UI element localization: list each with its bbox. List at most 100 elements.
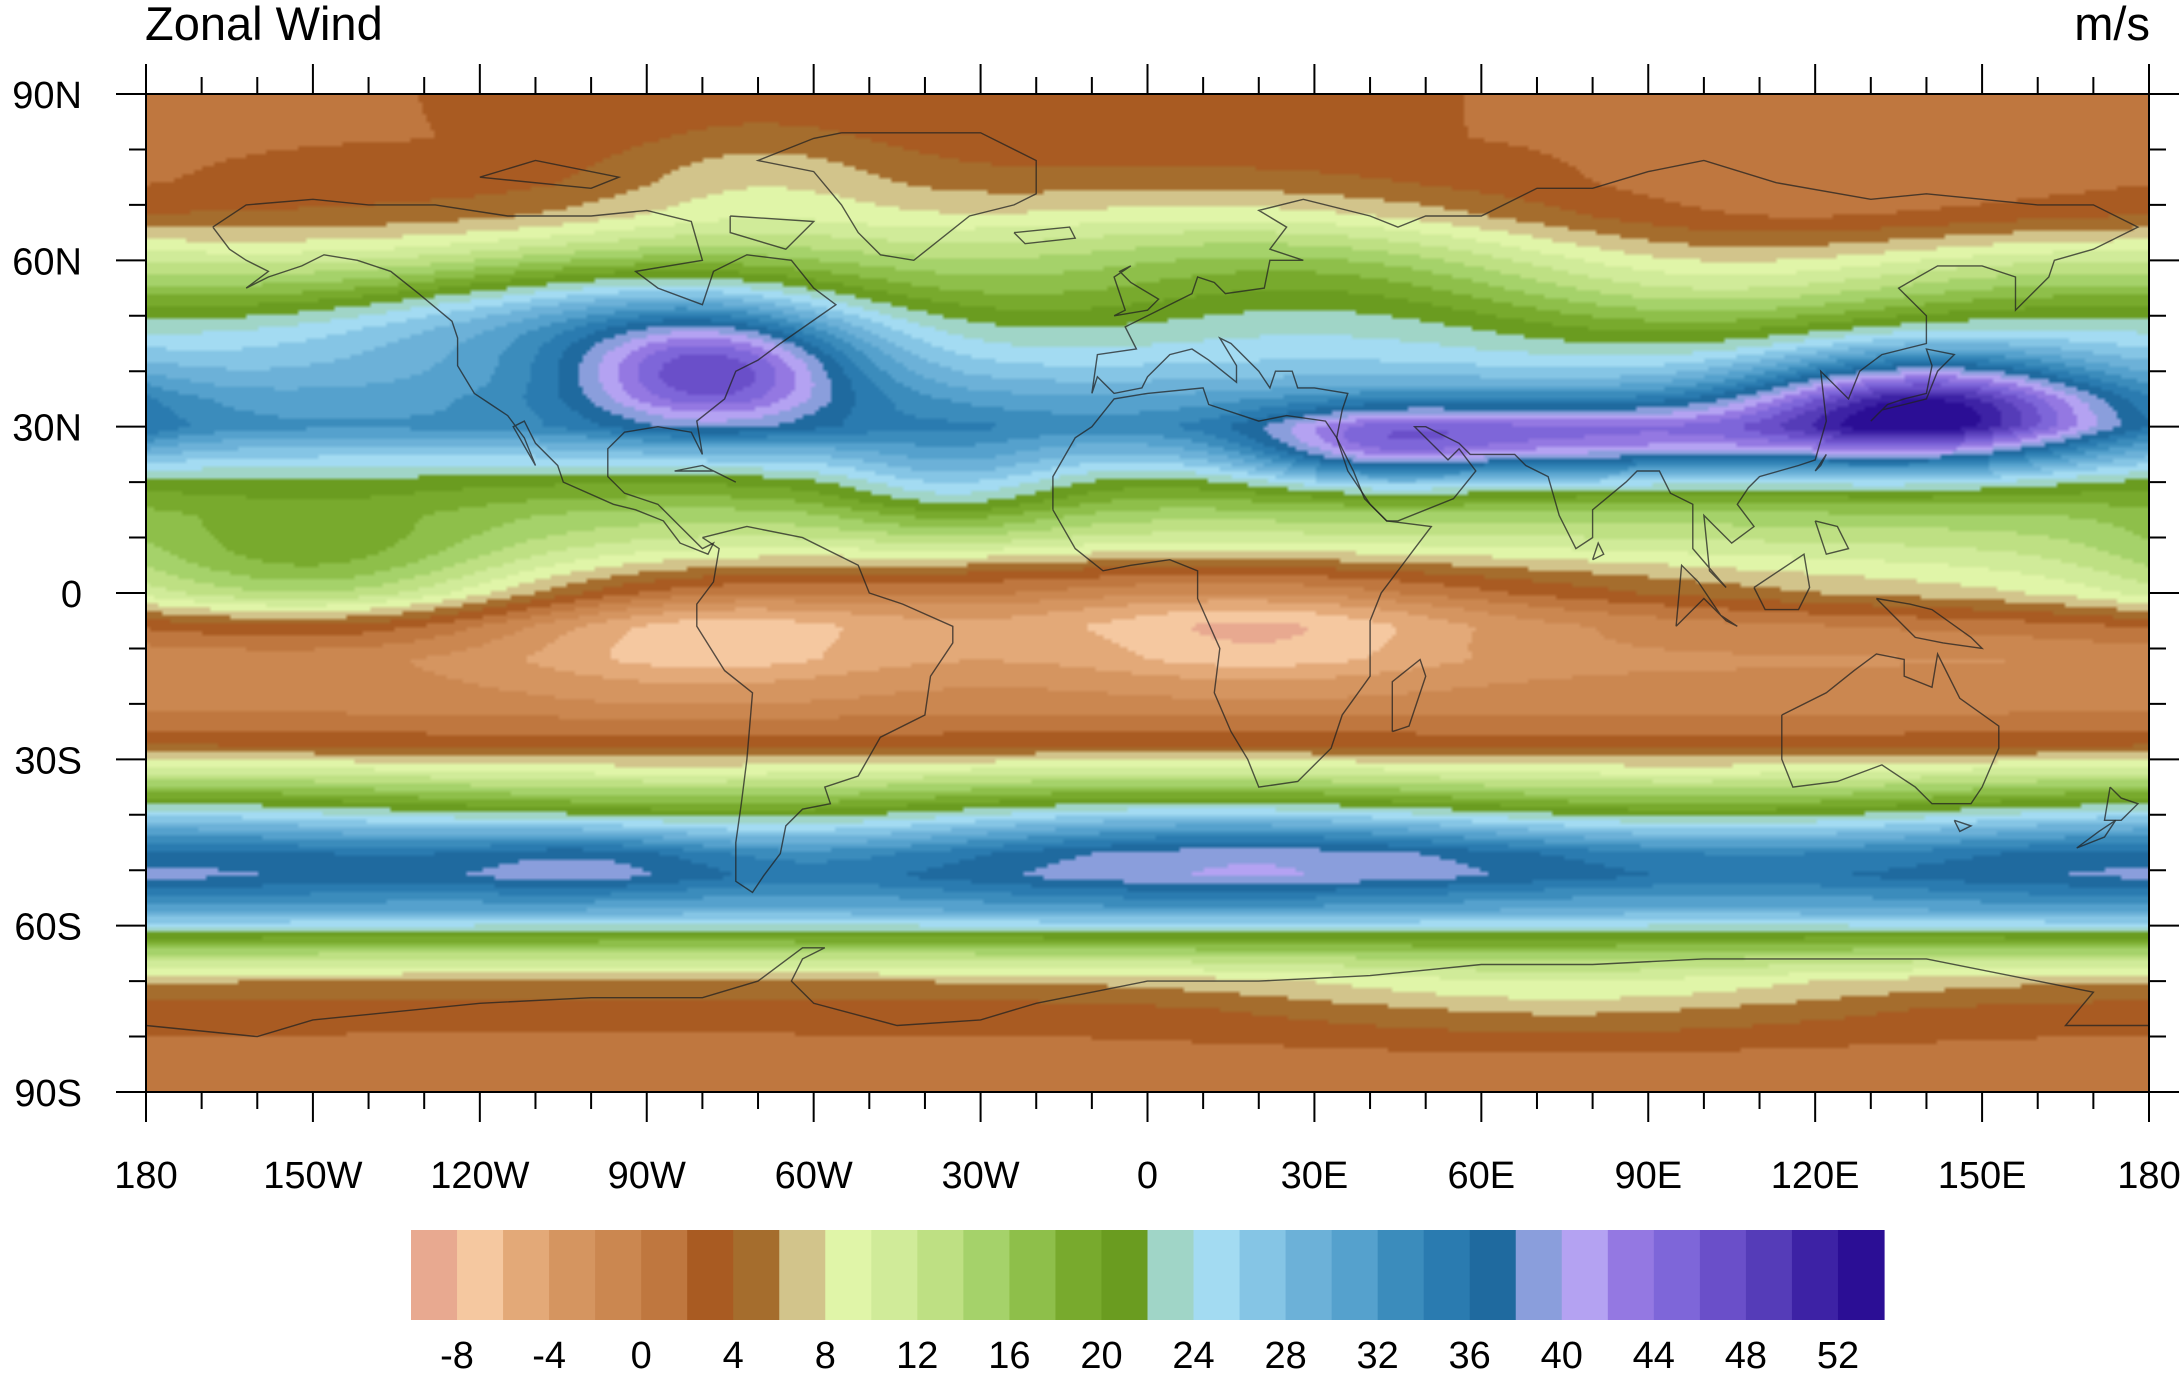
colorbar-label: 0: [631, 1335, 652, 1377]
coastline-1: [755, 132, 1037, 262]
colorbar-swatch: [1377, 1230, 1425, 1320]
x-tick-label: 120W: [430, 1155, 529, 1197]
x-tick-label: 180: [2117, 1155, 2180, 1197]
coastline-0: [212, 198, 838, 556]
colorbar-label: 24: [1172, 1335, 1214, 1377]
coastline-20: [1591, 541, 1605, 561]
colorbar-swatch: [917, 1230, 964, 1320]
colorbar-labels: -8 -4 0 4 8 12 16 20 24 28 32 36 40 44 48 52: [440, 1335, 1859, 1377]
coastline-12: [1753, 553, 1811, 611]
colorbar-swatch: [457, 1230, 504, 1320]
colorbar-swatch: [1331, 1230, 1379, 1320]
colorbar-swatch: [595, 1230, 642, 1320]
colorbar-swatch: [1193, 1230, 1241, 1320]
colorbar-swatch: [1009, 1230, 1057, 1320]
coastline-5: [1391, 658, 1427, 733]
colorbar-swatch: [779, 1230, 826, 1320]
colorbar-label: -8: [440, 1335, 474, 1377]
coastline-7: [1953, 819, 1973, 833]
x-tick-label: 120E: [1771, 1155, 1860, 1197]
x-tick-label: 60W: [775, 1155, 853, 1197]
coastline-16: [1013, 226, 1077, 245]
zonal-wind-field: [146, 94, 2149, 1092]
colorbar: [411, 1230, 1885, 1320]
coastline-4: [1052, 387, 1433, 788]
colorbar-swatch: [549, 1230, 596, 1320]
colorbar-swatch: [1515, 1230, 1563, 1320]
colorbar-swatch: [1791, 1230, 1839, 1320]
units-label: m/s: [2074, 0, 2150, 50]
colorbar-swatch: [411, 1230, 458, 1320]
map-plot-area: [145, 93, 2150, 1093]
coastline-9: [2076, 819, 2117, 849]
colorbar-swatch: [963, 1230, 1011, 1320]
colorbar-label: 8: [815, 1335, 836, 1377]
y-tick-label: 30S: [14, 740, 82, 782]
colorbar-label: 48: [1725, 1335, 1767, 1377]
longitude-tick-labels: 180 150W 120W 90W 60W 30W 0 30E 60E 90E 120E 150E 18…: [114, 1155, 2180, 1197]
y-tick-label: 60S: [14, 907, 82, 949]
coastline-10: [146, 947, 2149, 1038]
y-tick-label: 30N: [12, 408, 82, 450]
colorbar-swatch: [1285, 1230, 1333, 1320]
coastline-11: [1675, 563, 1738, 627]
colorbar-label: 36: [1449, 1335, 1491, 1377]
colorbar-swatch: [1561, 1230, 1609, 1320]
colorbar-label: -4: [532, 1335, 566, 1377]
colorbar-swatch: [687, 1230, 734, 1320]
colorbar-label: 52: [1817, 1335, 1859, 1377]
x-tick-label: 30E: [1281, 1155, 1349, 1197]
colorbar-swatch: [871, 1230, 918, 1320]
y-tick-label: 60N: [12, 241, 82, 283]
colorbar-label: 44: [1633, 1335, 1675, 1377]
colorbar-swatch: [1469, 1230, 1517, 1320]
colorbar-swatch: [1147, 1230, 1195, 1320]
coastline-8: [2103, 786, 2140, 821]
x-tick-label: 90E: [1614, 1155, 1682, 1197]
coastline-2: [696, 525, 954, 894]
colorbar-label: 28: [1264, 1335, 1306, 1377]
coastline-14: [1870, 348, 1956, 422]
x-tick-label: 0: [1137, 1155, 1158, 1197]
coastline-18: [729, 215, 816, 250]
coastline-21: [1814, 454, 1827, 472]
colorbar-swatch: [1239, 1230, 1287, 1320]
colorbar-swatch: [1101, 1230, 1149, 1320]
x-tick-label: 150E: [1938, 1155, 2027, 1197]
colorbar-swatch: [641, 1230, 688, 1320]
x-tick-label: 60E: [1448, 1155, 1516, 1197]
colorbar-swatch: [733, 1230, 780, 1320]
axis-ticks: [116, 64, 2179, 1122]
latitude-tick-labels: 90N 60N 30N 0 30S 60S 90S: [12, 75, 82, 1115]
x-tick-label: 150W: [263, 1155, 362, 1197]
coastlines: [146, 132, 2149, 1038]
colorbar-swatch: [825, 1230, 872, 1320]
y-tick-label: 0: [61, 574, 82, 616]
y-tick-label: 90N: [12, 75, 82, 117]
colorbar-label: 12: [896, 1335, 938, 1377]
colorbar-label: 16: [988, 1335, 1030, 1377]
colorbar-label: 40: [1541, 1335, 1583, 1377]
coastline-19: [479, 159, 622, 190]
y-tick-label: 90S: [14, 1073, 82, 1115]
x-tick-label: 90W: [608, 1155, 686, 1197]
colorbar-label: 20: [1080, 1335, 1122, 1377]
x-tick-label: 30W: [942, 1155, 1020, 1197]
coastline-15: [1113, 265, 1160, 317]
coastline-17: [674, 464, 737, 483]
x-tick-label: 180: [114, 1155, 177, 1197]
colorbar-swatch: [1423, 1230, 1471, 1320]
colorbar-swatch: [1745, 1230, 1793, 1320]
coastline-6: [1781, 651, 2000, 805]
colorbar-swatch: [1653, 1230, 1701, 1320]
colorbar-swatch: [1055, 1230, 1103, 1320]
colorbar-swatch: [1837, 1230, 1885, 1320]
colorbar-label: 4: [723, 1335, 744, 1377]
colorbar-swatch: [1607, 1230, 1655, 1320]
colorbar-swatch: [1699, 1230, 1747, 1320]
coastline-3: [1091, 159, 2140, 588]
coastline-22: [1814, 520, 1850, 556]
colorbar-swatch: [503, 1230, 550, 1320]
colorbar-label: 32: [1357, 1335, 1399, 1377]
